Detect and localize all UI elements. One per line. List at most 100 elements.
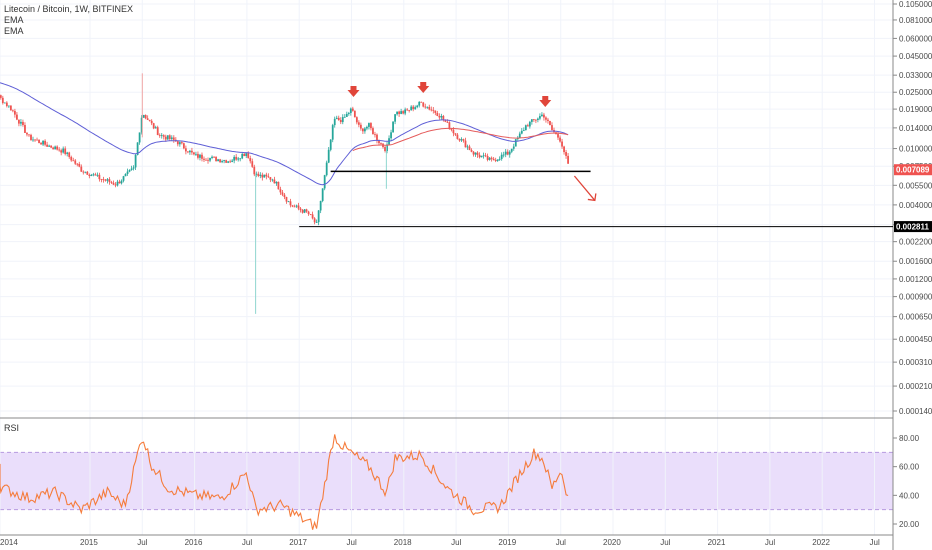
candle (430, 106, 433, 112)
time-tick-label: 2017 (289, 538, 307, 547)
candle (26, 132, 28, 137)
candle (476, 151, 479, 158)
candle (565, 149, 567, 159)
price-tick-label: 0.019000 (899, 105, 932, 114)
candle (36, 137, 38, 141)
candle (454, 133, 457, 136)
candle (537, 117, 539, 123)
candle (331, 123, 334, 143)
candle (263, 174, 266, 178)
candle (355, 116, 358, 125)
candle (345, 111, 348, 118)
down-arrow-markers (347, 82, 552, 107)
time-axis[interactable]: 2014 2015 Jul 2016 Jul 2017 Jul 2018 Jul 2019 Jul 2… (0, 538, 880, 547)
candle (231, 159, 234, 163)
price-axis[interactable]: 0.105000 0.081000 0.060000 0.045000 0.033000… (893, 0, 932, 416)
candle (456, 133, 459, 140)
projection-arrow-icon (573, 175, 597, 202)
candle (303, 208, 306, 214)
candle (291, 205, 294, 208)
candle (207, 157, 209, 164)
candle (189, 149, 191, 155)
candle (543, 112, 545, 121)
candle (372, 126, 374, 135)
candle (466, 144, 469, 150)
down-marker-icon (347, 86, 360, 97)
time-tick-label: 2015 (80, 538, 98, 547)
candle (547, 117, 549, 124)
candle (42, 140, 44, 147)
candle (398, 110, 401, 117)
candle (237, 156, 240, 162)
candle (255, 171, 258, 178)
candle (563, 145, 565, 155)
candle (22, 119, 24, 127)
candle (267, 173, 270, 178)
candle (526, 123, 529, 127)
candle (414, 105, 417, 110)
candle (241, 152, 244, 160)
candle (468, 144, 471, 151)
candle (464, 137, 467, 148)
candle (539, 113, 541, 121)
candle (118, 179, 121, 184)
candle (418, 101, 421, 108)
time-tick-label: Jul (242, 538, 252, 547)
candle (54, 145, 57, 150)
candle (327, 147, 330, 164)
time-tick-label: Jul (765, 538, 775, 547)
candle (40, 141, 42, 145)
candle (182, 142, 185, 150)
time-tick-label: Jul (347, 538, 357, 547)
candle (492, 156, 495, 161)
candle (197, 151, 199, 160)
price-tick-label: 0.060000 (899, 34, 932, 43)
time-tick-label: 2019 (498, 538, 516, 547)
candle (520, 127, 523, 135)
ema-slow-line (0, 82, 569, 186)
candle (353, 110, 356, 118)
candle (277, 181, 280, 190)
candle (508, 150, 511, 158)
price-tick-label: 0.000650 (899, 313, 932, 322)
rsi-tick-label: 20.00 (899, 520, 920, 529)
candle (162, 134, 165, 140)
candle (124, 173, 127, 177)
candle (114, 182, 117, 188)
rsi-axis[interactable]: 80.00 60.00 40.00 20.00 (893, 434, 920, 529)
candle (132, 165, 135, 171)
candle (82, 170, 85, 175)
rsi-line (0, 434, 569, 530)
candle (524, 124, 527, 131)
candle (478, 152, 481, 159)
candle (357, 120, 360, 128)
candle (88, 173, 91, 179)
candle (319, 200, 322, 214)
candle (474, 152, 477, 157)
candle (434, 110, 437, 116)
candle (386, 141, 388, 154)
candle (156, 125, 159, 136)
rsi-tick-label: 80.00 (899, 434, 920, 443)
candle (420, 101, 423, 103)
candle (484, 152, 487, 158)
candle (279, 186, 282, 195)
candle (92, 172, 95, 177)
candle (201, 152, 203, 162)
candle (90, 173, 93, 177)
candle (70, 155, 73, 162)
candle (223, 159, 226, 164)
candle (329, 139, 332, 152)
candle (472, 151, 475, 157)
candle (215, 156, 217, 162)
candle (193, 151, 195, 156)
candle (404, 107, 407, 116)
price-tick-label: 0.002200 (899, 238, 932, 247)
candle (335, 115, 338, 120)
candle (321, 188, 324, 203)
candle (32, 136, 34, 142)
candle (72, 157, 75, 162)
candle (460, 137, 463, 143)
candle (293, 204, 296, 208)
